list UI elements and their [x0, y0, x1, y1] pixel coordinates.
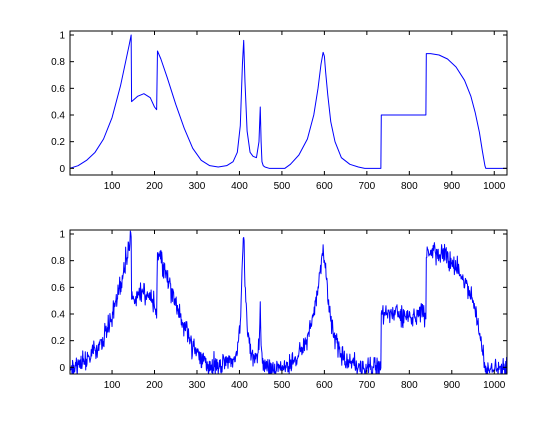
x-tick-label: 400	[231, 380, 248, 391]
y-tick-label: 0.4	[51, 111, 65, 122]
top-subplot: 100 200 300 400 500 600 700 800 900 1000 0 0.2 0.4 0.…	[51, 30, 508, 192]
x-tick-label: 200	[146, 380, 163, 391]
y-tick-label: 0.6	[51, 283, 65, 294]
bottom-subplot: 100 200 300 400 500 600 700 800 900 1000 0 0.2 0.4 0.…	[51, 229, 508, 391]
x-tick-label: 800	[401, 380, 418, 391]
y-tick-label: 0.8	[51, 57, 65, 68]
x-tick-label: 500	[274, 380, 291, 391]
x-tick-label: 1000	[483, 181, 506, 192]
x-tick-label: 100	[104, 380, 121, 391]
x-tick-label: 300	[189, 181, 206, 192]
series-line	[70, 230, 507, 374]
x-tick-label: 300	[189, 380, 206, 391]
y-tick-label: 0.2	[51, 336, 65, 347]
x-tick-label: 700	[359, 181, 376, 192]
y-tick-label: 0	[59, 164, 65, 175]
x-tick-label: 100	[104, 181, 121, 192]
x-tick-label: 400	[231, 181, 248, 192]
x-tick-label: 1000	[483, 380, 506, 391]
y-tick-label: 1	[59, 230, 65, 241]
x-tick-label: 800	[401, 181, 418, 192]
y-tick-label: 0.6	[51, 84, 65, 95]
x-tick-label: 600	[316, 181, 333, 192]
x-tick-label: 700	[359, 380, 376, 391]
y-tick-label: 0.4	[51, 310, 65, 321]
y-tick-label: 1	[59, 31, 65, 42]
y-tick-label: 0	[59, 363, 65, 374]
y-tick-label: 0.8	[51, 256, 65, 267]
x-tick-label: 900	[443, 181, 460, 192]
x-tick-label: 500	[274, 181, 291, 192]
axes-frame	[69, 30, 508, 176]
x-tick-label: 200	[146, 181, 163, 192]
series-line	[70, 34, 507, 169]
y-tick-label: 0.2	[51, 137, 65, 148]
axes-frame	[69, 229, 508, 375]
x-tick-label: 600	[316, 380, 333, 391]
x-tick-label: 900	[443, 380, 460, 391]
